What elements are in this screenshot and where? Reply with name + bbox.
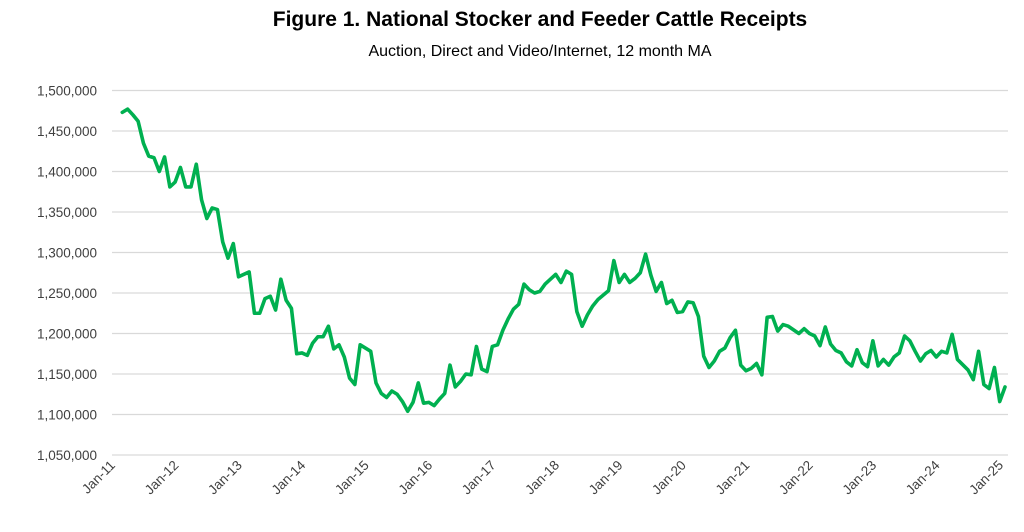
- y-tick-label: 1,200,000: [37, 327, 97, 342]
- x-tick-label: Jan-20: [649, 458, 689, 498]
- series-line: [120, 107, 1007, 414]
- x-tick-label: Jan-23: [839, 458, 879, 498]
- y-tick-label: 1,250,000: [37, 286, 97, 301]
- gridlines: [112, 89, 1008, 456]
- y-tick-label: 1,100,000: [37, 408, 97, 423]
- x-tick-label: Jan-22: [776, 458, 816, 498]
- y-tick-label: 1,150,000: [37, 367, 97, 382]
- x-tick-label: Jan-19: [586, 458, 626, 498]
- y-tick-label: 1,300,000: [37, 246, 97, 261]
- chart-subtitle: Auction, Direct and Video/Internet, 12 m…: [368, 43, 712, 60]
- x-tick-label: Jan-21: [713, 458, 753, 498]
- y-axis-ticks: 1,050,000 1,100,000 1,150,000 1,200,000 1,25…: [37, 84, 97, 464]
- y-tick-label: 1,350,000: [37, 205, 97, 220]
- x-tick-label: Jan-15: [332, 458, 372, 498]
- x-tick-label: Jan-16: [395, 458, 435, 498]
- x-tick-label: Jan-14: [269, 457, 309, 497]
- y-tick-label: 1,400,000: [37, 165, 97, 180]
- x-tick-label: Jan-11: [79, 458, 118, 497]
- y-tick-label: 1,050,000: [37, 448, 97, 463]
- x-axis-ticks: Jan-11 Jan-12 Jan-13 Jan-14 Jan-15 Jan-16 Jan-…: [79, 457, 1006, 497]
- x-tick-label: Jan-18: [522, 458, 562, 498]
- x-tick-label: Jan-17: [459, 458, 499, 498]
- y-tick-label: 1,500,000: [37, 84, 97, 99]
- x-tick-label: Jan-13: [205, 458, 245, 498]
- chart-title: Figure 1. National Stocker and Feeder Ca…: [272, 8, 808, 31]
- x-tick-label: Jan-25: [966, 458, 1006, 498]
- series-layer: [120, 107, 1007, 414]
- x-tick-label: Jan-12: [142, 458, 182, 498]
- y-tick-label: 1,450,000: [37, 124, 97, 139]
- x-tick-label: Jan-24: [903, 457, 943, 497]
